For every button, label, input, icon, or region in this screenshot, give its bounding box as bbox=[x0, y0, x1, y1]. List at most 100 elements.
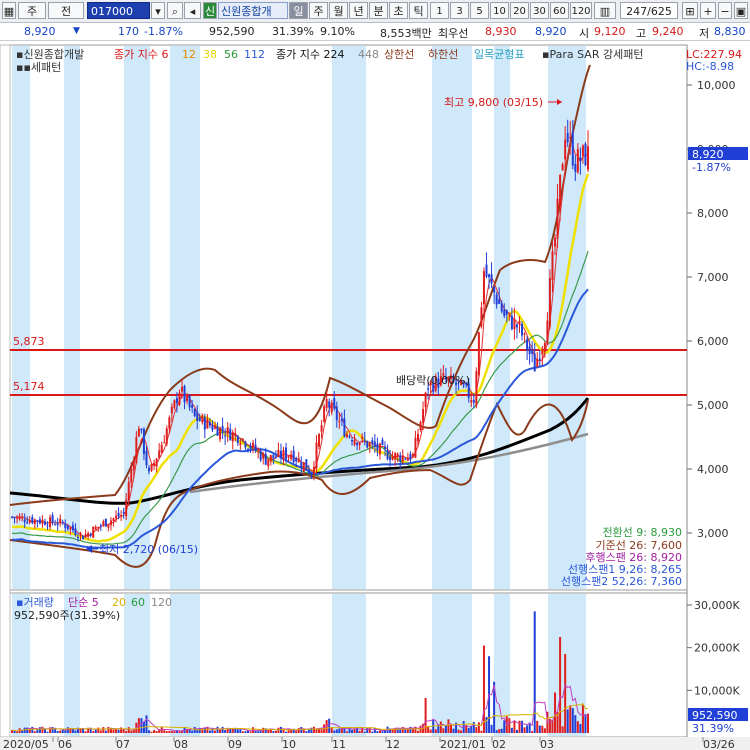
volume-bar bbox=[295, 730, 298, 733]
volume-bar bbox=[221, 726, 224, 733]
period-second[interactable]: 초 bbox=[389, 2, 408, 19]
interval-10[interactable]: 10 bbox=[490, 2, 509, 19]
candle bbox=[181, 386, 184, 392]
volume-bar bbox=[203, 727, 206, 733]
candle bbox=[548, 278, 551, 327]
volume-bar bbox=[510, 727, 513, 733]
volume-bar bbox=[264, 728, 267, 733]
interval-120[interactable]: 120 bbox=[570, 2, 592, 19]
volume-ma-60: 60 bbox=[131, 596, 145, 609]
left-scale bbox=[0, 44, 11, 738]
interval-5[interactable]: 5 bbox=[470, 2, 489, 19]
volume-bar bbox=[249, 731, 252, 733]
period-day[interactable]: 일 bbox=[289, 2, 308, 19]
volume-bar bbox=[404, 728, 407, 733]
volume-bar bbox=[472, 721, 475, 733]
volume-bar bbox=[480, 730, 483, 733]
volume-current-marker bbox=[688, 708, 748, 721]
volume-bar bbox=[449, 724, 452, 733]
interval-3[interactable]: 3 bbox=[450, 2, 469, 19]
candle bbox=[28, 520, 31, 523]
volume-bar bbox=[181, 730, 184, 733]
volume-bar bbox=[493, 681, 496, 733]
highlight-band bbox=[170, 594, 200, 736]
volume-bar bbox=[87, 727, 90, 733]
volume-bar bbox=[338, 728, 341, 733]
grid-icon[interactable]: ⊞ bbox=[682, 2, 698, 19]
type-select[interactable]: 전 bbox=[48, 2, 84, 19]
candle bbox=[305, 459, 308, 471]
candle bbox=[69, 527, 72, 530]
candle bbox=[279, 450, 282, 459]
candle bbox=[267, 460, 270, 467]
candle bbox=[122, 511, 125, 514]
interval-60[interactable]: 60 bbox=[550, 2, 569, 19]
candle bbox=[158, 450, 161, 459]
volume-bar bbox=[257, 731, 260, 733]
highlight-band bbox=[124, 594, 150, 736]
legend-ma-38: 38 bbox=[203, 48, 217, 61]
ichimoku-conversion: 전환선 9: 8,930 bbox=[602, 526, 682, 539]
period-minute[interactable]: 분 bbox=[369, 2, 388, 19]
volume-bar bbox=[33, 731, 36, 733]
period-tick[interactable]: 틱 bbox=[409, 2, 428, 19]
candle bbox=[117, 512, 120, 517]
candle bbox=[23, 519, 26, 522]
candle bbox=[41, 519, 44, 524]
volume-bar bbox=[351, 729, 354, 733]
data-count-input[interactable]: 247/625 bbox=[620, 2, 678, 19]
period-month[interactable]: 월 bbox=[329, 2, 348, 19]
candle bbox=[196, 412, 199, 421]
open-label: 시 bbox=[579, 27, 590, 40]
legend-ma-448: 448 bbox=[358, 48, 379, 61]
candle bbox=[18, 516, 21, 520]
volume-bar bbox=[287, 729, 290, 733]
period-year[interactable]: 년 bbox=[349, 2, 368, 19]
y-axis: 10,0009,0008,0007,0006,0005,0004,0003,00… bbox=[686, 45, 736, 737]
volume-bar bbox=[551, 719, 554, 733]
volume-bar bbox=[269, 729, 272, 733]
chart-menu-icon[interactable]: ▦ bbox=[2, 2, 16, 19]
period-week[interactable]: 주 bbox=[309, 2, 328, 19]
interval-20[interactable]: 20 bbox=[510, 2, 529, 19]
candle bbox=[361, 436, 364, 439]
volume-bar bbox=[391, 728, 394, 733]
candle bbox=[262, 453, 265, 459]
market-select[interactable]: 주 bbox=[18, 2, 46, 19]
zoom-in-icon[interactable]: + bbox=[700, 2, 716, 19]
current-price: 8,920 bbox=[24, 25, 56, 38]
volume-bar bbox=[503, 720, 506, 733]
y-tick-label: 6,000 bbox=[697, 335, 729, 348]
interval-30[interactable]: 30 bbox=[530, 2, 549, 19]
chart-settings-icon[interactable]: ▥ bbox=[594, 2, 616, 19]
high-price: 9,240 bbox=[652, 25, 684, 38]
volume-bar bbox=[236, 729, 239, 733]
candle bbox=[531, 349, 534, 354]
volume-bar bbox=[290, 729, 293, 733]
candle bbox=[99, 525, 102, 527]
volume-bar bbox=[376, 731, 379, 733]
x-tick-label: 08 bbox=[174, 738, 188, 750]
candle bbox=[389, 456, 392, 461]
search-icon[interactable]: ⌕ bbox=[167, 2, 183, 19]
candle bbox=[46, 525, 49, 527]
volume-bar bbox=[361, 728, 364, 733]
volume-bar bbox=[439, 721, 442, 733]
volume-bar bbox=[120, 727, 123, 733]
screenshot-icon[interactable]: ▣ bbox=[734, 2, 748, 19]
candle bbox=[480, 307, 483, 327]
candle bbox=[411, 454, 414, 457]
speaker-icon[interactable]: ◂ bbox=[184, 2, 201, 19]
candle bbox=[224, 435, 227, 437]
candles[interactable] bbox=[11, 119, 589, 542]
chevron-down-icon[interactable]: ▾ bbox=[151, 2, 165, 19]
stock-code-input[interactable]: 017000 bbox=[87, 2, 150, 19]
volume-bar bbox=[381, 731, 384, 733]
volume-bar bbox=[259, 730, 262, 733]
zoom-out-icon[interactable]: − bbox=[718, 2, 732, 19]
interval-1[interactable]: 1 bbox=[430, 2, 449, 19]
quote-bar: 8,920 ▼ 170 -1.87% 952,590 31.39% 9.10% … bbox=[0, 23, 750, 41]
volume-bar bbox=[470, 726, 473, 733]
candle bbox=[74, 528, 77, 536]
